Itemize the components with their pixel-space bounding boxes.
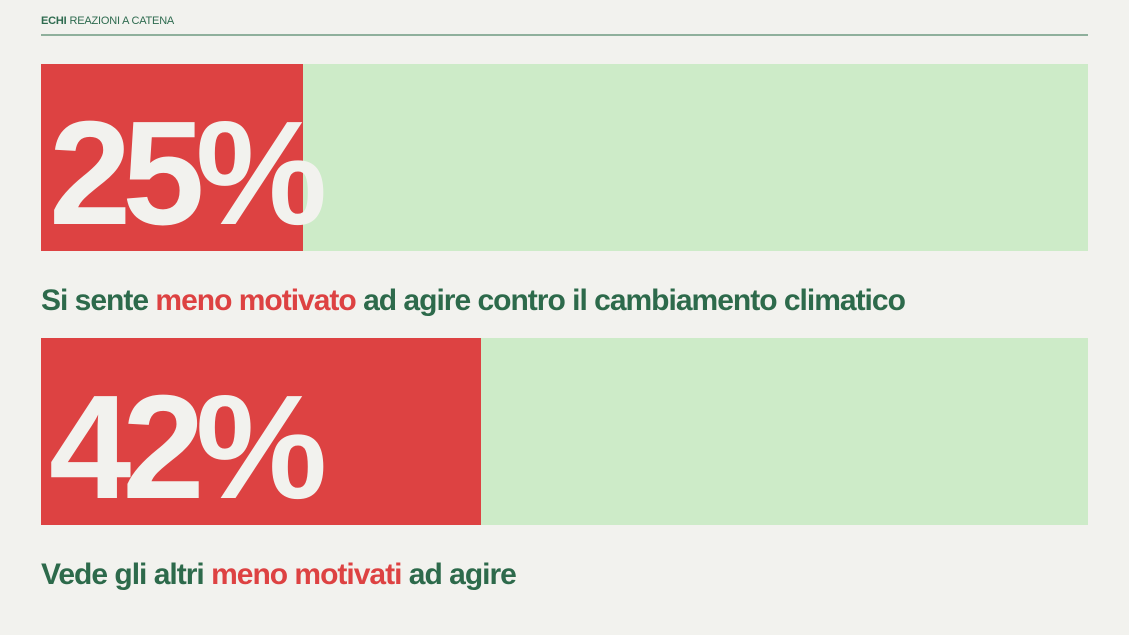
stat-block-1: 25% Si sente meno motivato ad agire cont… bbox=[41, 64, 1088, 321]
section-header: ECHI REAZIONI A CATENA bbox=[41, 14, 174, 28]
bar-track-2: 42% bbox=[41, 338, 1088, 525]
header-divider bbox=[41, 34, 1088, 36]
stat-block-2: 42% Vede gli altri meno motivati ad agir… bbox=[41, 338, 1088, 595]
caption-2: Vede gli altri meno motivati ad agire bbox=[41, 555, 1088, 595]
bar-fill-2 bbox=[41, 338, 481, 525]
brand-label: ECHI bbox=[41, 15, 67, 27]
bar-track-1: 25% bbox=[41, 64, 1088, 251]
header-subtitle: REAZIONI A CATENA bbox=[69, 15, 175, 27]
percentage-label-2: 42% bbox=[49, 365, 327, 525]
caption-1-text-before: Si sente bbox=[41, 284, 156, 317]
caption-1: Si sente meno motivato ad agire contro i… bbox=[41, 281, 1088, 321]
caption-1-highlight: meno motivato bbox=[155, 284, 356, 317]
caption-2-text-after: ad agire bbox=[401, 558, 517, 591]
caption-1-text-after: ad agire contro il cambiamento climatico bbox=[355, 284, 906, 317]
caption-2-highlight: meno motivati bbox=[211, 558, 402, 591]
caption-2-text-before: Vede gli altri bbox=[41, 558, 212, 591]
bar-fill-1 bbox=[41, 64, 303, 251]
percentage-label-1: 25% bbox=[49, 91, 327, 251]
